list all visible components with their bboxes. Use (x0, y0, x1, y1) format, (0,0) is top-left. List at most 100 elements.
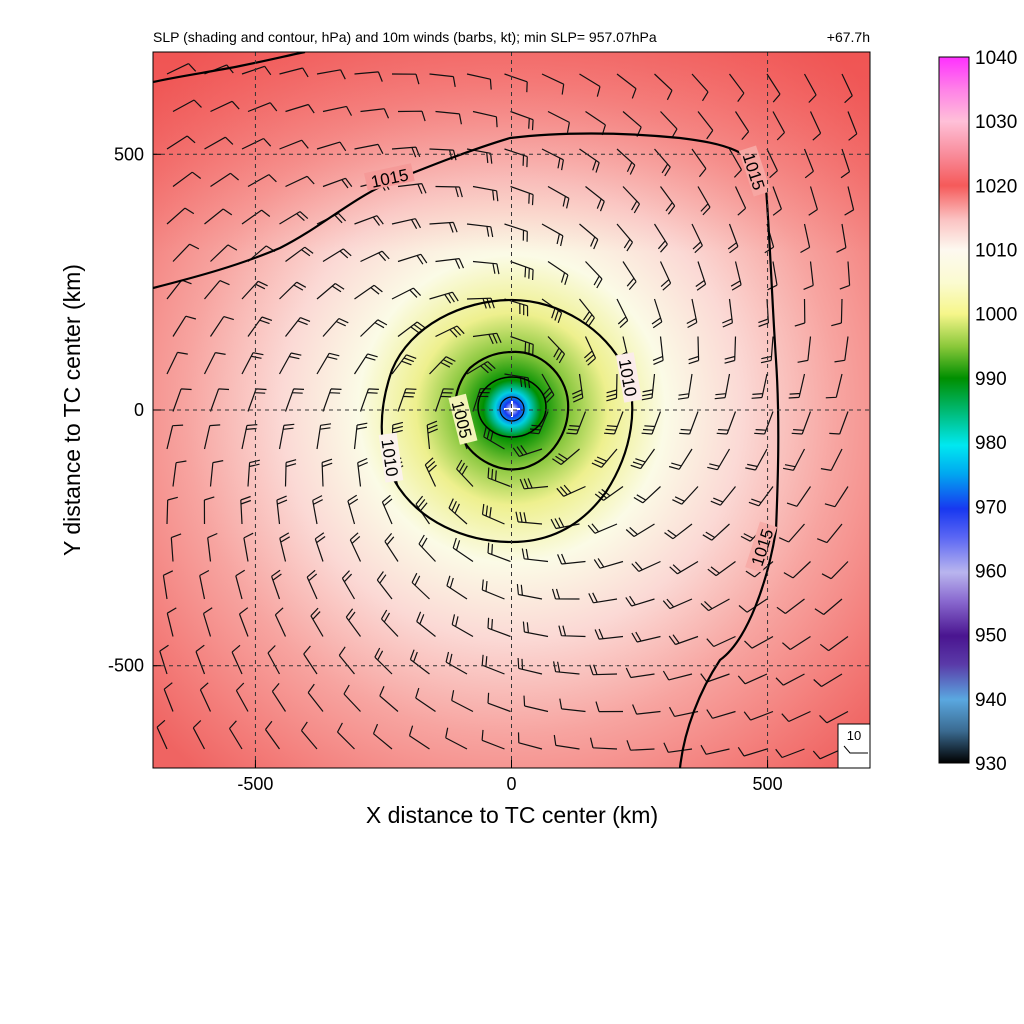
wind-barb (384, 533, 399, 562)
wind-barb (487, 692, 511, 713)
x-axis-title: X distance to TC center (km) (366, 802, 658, 828)
wind-barb (579, 148, 600, 173)
wind-barb (451, 614, 474, 638)
wind-barb (809, 111, 822, 141)
wind-barb (504, 223, 528, 242)
wind-barb (829, 411, 849, 435)
wind-barb (788, 373, 806, 399)
wind-barb (547, 185, 570, 209)
wind-barb (353, 422, 368, 450)
wind-barb (556, 484, 586, 497)
wind-barb (166, 424, 184, 450)
wind-barb (760, 336, 774, 364)
wind-barb (166, 207, 195, 225)
wind-barb (702, 523, 730, 541)
wind-barb (285, 103, 315, 114)
wind-barb (307, 683, 324, 712)
wind-barb (391, 354, 417, 375)
colorbar-label-930: 930 (975, 754, 1007, 775)
wind-barb (641, 373, 656, 401)
wind-barb (416, 611, 436, 637)
wind-barb (659, 261, 672, 291)
wind-barb (803, 148, 814, 179)
wind-barb (669, 560, 699, 575)
wind-barb (267, 645, 281, 675)
colorbar-label-980: 980 (975, 433, 1007, 454)
wind-barb (172, 388, 192, 412)
wind-barb (347, 494, 359, 525)
wind-barb (374, 647, 393, 675)
wind-barb (203, 424, 221, 450)
wind-barb (550, 517, 580, 530)
wind-barb (301, 721, 318, 750)
x-tick-label-0: 0 (506, 774, 516, 794)
wind-barb (662, 670, 693, 681)
wind-barb (279, 67, 309, 78)
wind-barb (819, 710, 849, 724)
colorbar-label-990: 990 (975, 369, 1007, 390)
wind-barb (791, 411, 812, 435)
wind-barb (429, 356, 456, 375)
wind-barb (606, 373, 618, 402)
wind-barb (631, 631, 661, 643)
wind-barb (481, 729, 505, 750)
wind-barb (825, 373, 843, 399)
wind-barb (481, 503, 505, 525)
wind-barb (745, 448, 768, 471)
wind-barb (451, 690, 474, 713)
wind-barb (345, 608, 361, 637)
wind-barb (322, 248, 352, 263)
wind-barb (195, 644, 206, 675)
wind-barb (472, 260, 500, 275)
wind-barb (285, 317, 311, 337)
wind-barb (397, 388, 417, 412)
wind-barb (691, 223, 703, 254)
wind-barb (510, 335, 534, 355)
wind-barb (782, 635, 811, 651)
wind-barb (523, 695, 549, 713)
wind-barb (162, 570, 174, 600)
wind-barb (316, 69, 346, 80)
wind-barb (707, 448, 731, 471)
wind-barb (241, 352, 264, 375)
wind-barb (776, 598, 805, 614)
wind-barb (724, 336, 737, 364)
wind-barb (783, 561, 811, 579)
wind-barb (372, 723, 393, 750)
wind-barb (816, 523, 843, 544)
wind-barb (391, 73, 420, 85)
wind-barb (322, 105, 353, 116)
wind-barb (380, 609, 399, 637)
wind-barb (663, 742, 693, 753)
wind-barb (585, 261, 603, 289)
wind-barb (241, 65, 272, 76)
wind-barb (504, 298, 529, 317)
wind-barb (166, 496, 178, 525)
wind-barb (284, 388, 305, 412)
wind-barb (278, 352, 302, 375)
wind-barb (429, 221, 458, 233)
wind-barb (207, 532, 218, 562)
wind-barb (579, 298, 595, 327)
wind-barb (594, 628, 624, 640)
wind-barb (716, 411, 737, 435)
wind-barb (316, 423, 332, 450)
wind-barb (700, 744, 730, 755)
wind-barb (284, 459, 297, 487)
wind-barb (159, 644, 169, 675)
wind-barb (418, 534, 436, 562)
wind-barb (391, 287, 422, 300)
wind-barb (766, 73, 781, 103)
wind-barb (679, 411, 699, 435)
wind-barb (515, 511, 543, 525)
wind-barb (343, 684, 361, 712)
wind-barb (360, 250, 390, 263)
wind-barb (668, 448, 693, 470)
wind-barb (834, 336, 849, 363)
wind-barb (209, 388, 230, 412)
wind-barb (349, 532, 362, 562)
wind-barb (210, 244, 238, 262)
wind-barb (730, 261, 742, 291)
wind-barb (247, 459, 260, 487)
wind-barb (391, 146, 421, 158)
